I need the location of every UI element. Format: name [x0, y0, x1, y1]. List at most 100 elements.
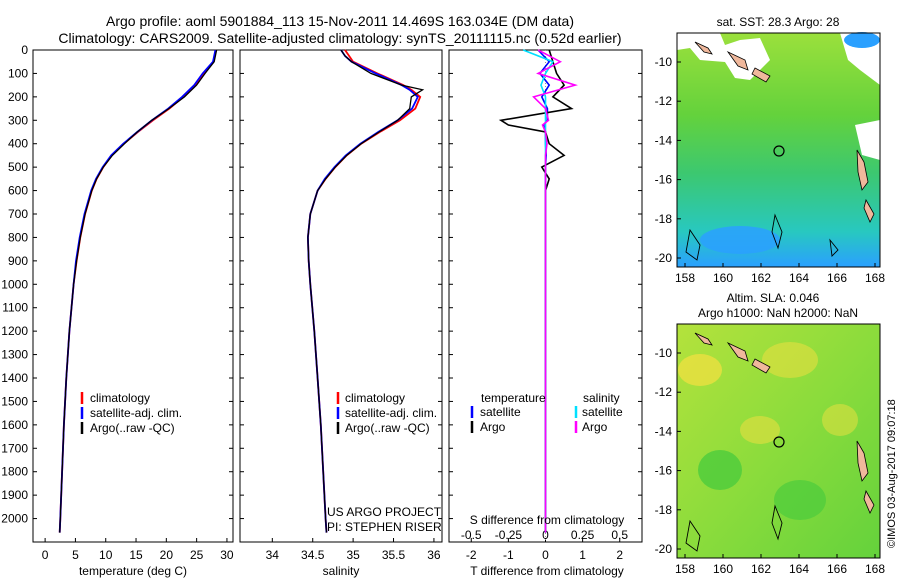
island-vanuatu-south	[863, 198, 875, 223]
temperature-xlabel: temperature (deg C)	[79, 564, 187, 578]
island	[726, 341, 749, 362]
depth-tick-label: 1900	[1, 488, 28, 502]
reef-outline	[829, 238, 839, 257]
depth-tick-label: 600	[8, 184, 28, 198]
island-vanuatu	[856, 149, 869, 191]
reef-outline	[685, 228, 701, 261]
depth-tick-label: 100	[8, 66, 28, 80]
t-diff-xtick-label: 1	[579, 548, 586, 562]
temperature-xtick-label: 0	[42, 548, 49, 562]
map-lat-label: -20	[655, 542, 673, 556]
island-vanuatu-south	[863, 489, 875, 514]
map-lat-label: -18	[655, 212, 673, 226]
legend-s-argo: Argo	[582, 420, 608, 434]
title-line-1: Argo profile: aoml 5901884_113 15-Nov-20…	[106, 13, 574, 29]
reef-outline	[685, 519, 701, 552]
sla-high	[762, 342, 818, 378]
salinity-series-argo-raw-qc-	[307, 49, 425, 533]
temperature-series-satellite-adj-clim-	[58, 49, 217, 533]
map-lat-label: -10	[655, 346, 673, 360]
sst-cloud-mask-e	[855, 120, 880, 160]
map-lon-label: 166	[827, 562, 847, 576]
diff-series-salinity-argo	[532, 49, 578, 533]
map-lon-label: 162	[751, 562, 771, 576]
diff-series-temperature-argo	[498, 49, 574, 533]
depth-tick-label: 1800	[1, 465, 28, 479]
salinity-series-climatology	[306, 49, 422, 533]
sst-map	[676, 32, 881, 268]
salinity-legend: climatology satellite-adj. clim. Argo(..…	[336, 391, 437, 435]
depth-tick-label: 1200	[1, 324, 28, 338]
map-lat-label: -14	[655, 133, 673, 147]
footer-copyright: ©IMOS 03-Aug-2017 09:07:18	[886, 399, 898, 548]
island	[751, 358, 771, 374]
temperature-xtick-label: 15	[129, 548, 143, 562]
salinity-xlabel: salinity	[323, 564, 360, 578]
legend-climatology: climatology	[90, 391, 150, 405]
island	[726, 50, 749, 71]
depth-tick-label: 1000	[1, 277, 28, 291]
temperature-xtick-label: 30	[220, 548, 234, 562]
legend-t-satellite: satellite	[480, 405, 521, 419]
series-layer	[58, 49, 578, 533]
temperature-series-climatology	[58, 49, 217, 533]
sst-map-field	[677, 33, 880, 267]
map-lat-label: -12	[655, 94, 673, 108]
sla-high	[678, 354, 722, 386]
salinity-xtick-label: 34	[266, 548, 280, 562]
map-lon-label: 166	[827, 271, 847, 285]
s-diff-xtick-label: 0.25	[571, 528, 595, 542]
legend-temperature-title: temperature	[481, 391, 546, 405]
sla-map-frame	[676, 323, 881, 559]
reef-outline	[771, 213, 783, 250]
legend-satellite: satellite-adj. clim.	[345, 406, 437, 420]
temperature-xtick-label: 25	[190, 548, 204, 562]
island-vanuatu	[856, 440, 869, 482]
salinity-series-satellite-adj-clim-	[306, 49, 419, 533]
map-lon-label: 168	[865, 562, 885, 576]
temperature-series-argo-raw-qc-	[59, 49, 218, 533]
sst-map-frame	[676, 32, 881, 268]
float-position-marker	[773, 436, 785, 448]
temperature-xtick-label: 5	[72, 548, 79, 562]
legend-argo: Argo(..raw -QC)	[90, 421, 175, 435]
temperature-xtick-label: 20	[160, 548, 174, 562]
salinity-xtick-label: 34.5	[301, 548, 325, 562]
map-lat-label: -14	[655, 424, 673, 438]
sla-high	[740, 416, 780, 444]
credit-project: US ARGO PROJECT	[327, 505, 442, 519]
map-lat-label: -12	[655, 385, 673, 399]
title-line-2: Climatology: CARS2009. Satellite-adjuste…	[58, 30, 621, 46]
depth-tick-label: 700	[8, 207, 28, 221]
map-lat-label: -20	[655, 251, 673, 265]
map-lat-label: -18	[655, 503, 673, 517]
map-lon-label: 158	[675, 271, 695, 285]
s-difference-xlabel: S difference from climatology	[470, 513, 625, 527]
depth-tick-label: 1300	[1, 348, 28, 362]
s-diff-xtick-label: -0.25	[495, 528, 523, 542]
temperature-panel-frame	[32, 49, 234, 543]
depth-tick-label: 300	[8, 113, 28, 127]
axes-layer: 0100200300400500600700800900100011001200…	[1, 43, 642, 562]
map-lon-label: 160	[713, 271, 733, 285]
s-diff-xtick-label: -0.5	[461, 528, 482, 542]
t-difference-xlabel: T difference from climatology	[470, 564, 624, 578]
depth-tick-label: 1100	[2, 301, 28, 315]
salinity-xtick-label: 35	[346, 548, 360, 562]
island	[694, 332, 713, 346]
legend-t-argo: Argo	[480, 420, 506, 434]
sla-map-title-1: Altim. SLA: 0.046	[727, 291, 820, 305]
diff-series-salinity-satellite	[522, 49, 555, 533]
map-lon-label: 160	[713, 562, 733, 576]
t-diff-xtick-label: -1	[503, 548, 514, 562]
sla-map-title-2: Argo h1000: NaN h2000: NaN	[698, 306, 858, 320]
depth-tick-label: 900	[8, 254, 28, 268]
t-diff-xtick-label: 0	[542, 548, 549, 562]
diff-series-temperature-satellite	[537, 49, 551, 533]
island	[694, 41, 713, 55]
sla-low	[774, 480, 826, 520]
sst-cool-south	[700, 226, 780, 254]
s-diff-xtick-label: 0	[542, 528, 549, 542]
island	[751, 67, 771, 83]
